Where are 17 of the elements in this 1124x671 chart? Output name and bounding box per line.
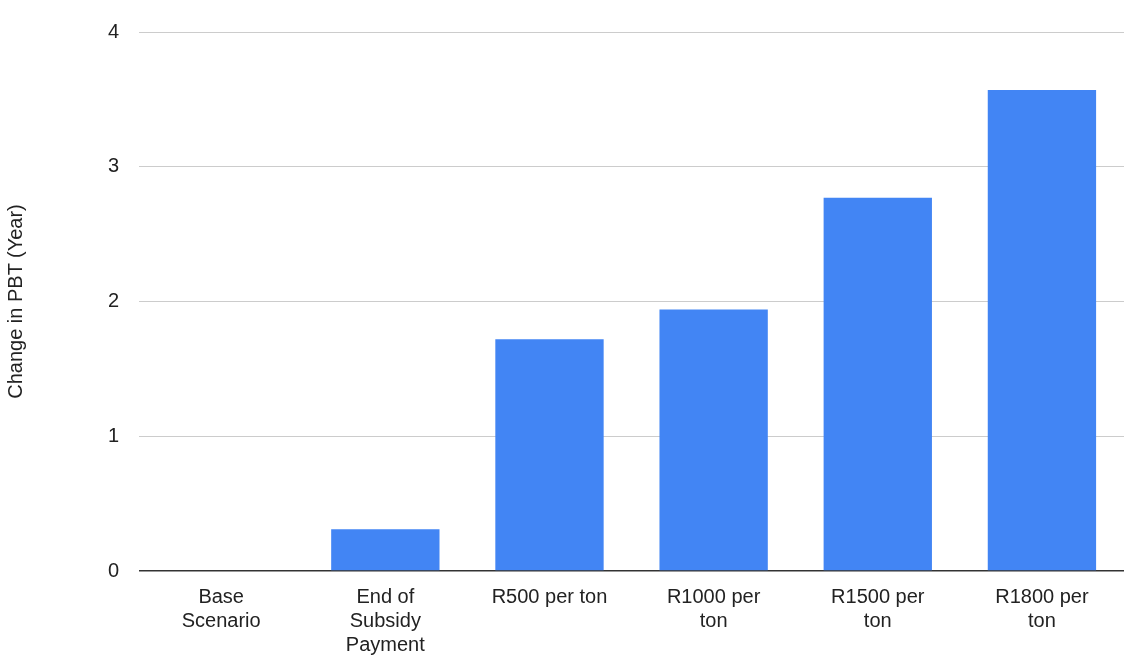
bar <box>823 197 932 571</box>
x-tick-label: R1500 per ton <box>831 584 925 631</box>
x-tick-label: R1800 per ton <box>995 584 1089 631</box>
x-tick-label: End of Subsidy Payment <box>345 584 426 655</box>
bar <box>659 309 768 571</box>
y-axis-title: Change in PBT (Year) <box>3 204 26 399</box>
y-tick-label: 0 <box>108 558 120 581</box>
y-tick-label: 4 <box>108 19 120 42</box>
y-tick-label: 2 <box>108 289 120 312</box>
x-tick-label: R500 per ton <box>491 584 608 607</box>
y-tick-label: 3 <box>108 154 120 177</box>
bar <box>987 89 1097 571</box>
bar <box>331 529 440 571</box>
x-tick-label: R1000 per ton <box>666 584 761 631</box>
bar <box>495 339 604 571</box>
x-tick-label: Base Scenario <box>181 584 261 631</box>
y-tick-label: 1 <box>108 423 120 446</box>
